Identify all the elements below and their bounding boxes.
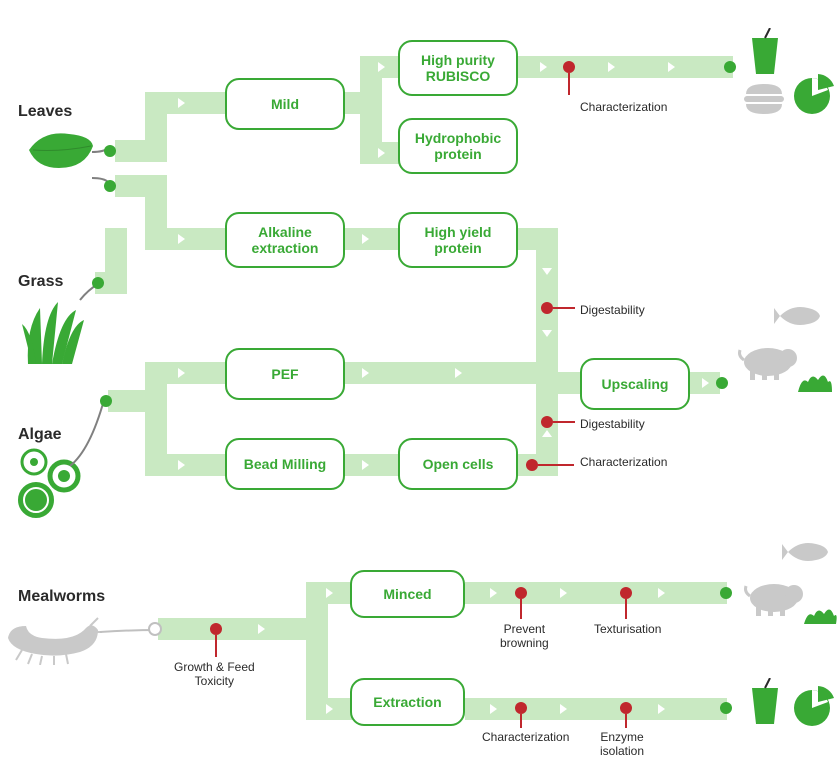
checkpoint-line [625, 599, 627, 619]
box-mild: Mild [225, 78, 345, 130]
pig-icon [742, 576, 804, 616]
checkpoint-dot [515, 702, 527, 714]
checkpoint-characterization-3: Characterization [482, 730, 569, 744]
fish-icon [782, 538, 830, 566]
checkpoint-dot [620, 702, 632, 714]
connector-lines [0, 0, 840, 755]
checkpoint-dot [526, 459, 538, 471]
box-pef: PEF [225, 348, 345, 400]
start-dot [100, 395, 112, 407]
box-alkaline: Alkaline extraction [225, 212, 345, 268]
burger-icon [742, 82, 786, 116]
start-dot [104, 180, 116, 192]
end-dot [724, 61, 736, 73]
checkpoint-line [215, 635, 217, 657]
pie-chart-icon [792, 684, 836, 728]
checkpoint-enzyme-isolation: Enzyme isolation [600, 730, 644, 758]
start-dot [104, 145, 116, 157]
fish-icon [774, 302, 822, 330]
end-dot [720, 702, 732, 714]
checkpoint-line [568, 73, 570, 95]
checkpoint-dot [541, 302, 553, 314]
checkpoint-line [520, 599, 522, 619]
checkpoint-line-h [538, 464, 574, 466]
feed-pile-icon [796, 368, 834, 394]
box-opencells: Open cells [398, 438, 518, 490]
checkpoint-line [520, 714, 522, 728]
box-rubisco: High purity RUBISCO [398, 40, 518, 96]
checkpoint-characterization: Characterization [580, 100, 667, 114]
feed-pile-icon [802, 602, 838, 626]
start-dot-grey [148, 622, 162, 636]
end-dot [720, 587, 732, 599]
box-hydrophobic: Hydrophobic protein [398, 118, 518, 174]
drink-icon [748, 28, 782, 76]
checkpoint-prevent-browning: Prevent browning [500, 622, 549, 650]
start-dot [92, 277, 104, 289]
checkpoint-line-h [553, 421, 575, 423]
box-highyield: High yield protein [398, 212, 518, 268]
checkpoint-line [625, 714, 627, 728]
checkpoint-line-h [553, 307, 575, 309]
checkpoint-texturisation: Texturisation [594, 622, 661, 636]
drink-icon [748, 678, 782, 726]
box-upscaling: Upscaling [580, 358, 690, 410]
checkpoint-growth-feed: Growth & Feed Toxicity [174, 660, 255, 688]
checkpoint-dot [210, 623, 222, 635]
box-minced: Minced [350, 570, 465, 618]
end-dot [716, 377, 728, 389]
box-beadmill: Bead Milling [225, 438, 345, 490]
pig-icon [736, 340, 798, 380]
checkpoint-dot [563, 61, 575, 73]
checkpoint-dot [620, 587, 632, 599]
box-extraction: Extraction [350, 678, 465, 726]
checkpoint-dot [515, 587, 527, 599]
checkpoint-digestability-1: Digestability [580, 303, 645, 317]
pie-chart-icon [792, 72, 836, 116]
checkpoint-characterization-2: Characterization [580, 455, 667, 469]
checkpoint-dot [541, 416, 553, 428]
checkpoint-digestability-2: Digestability [580, 417, 645, 431]
